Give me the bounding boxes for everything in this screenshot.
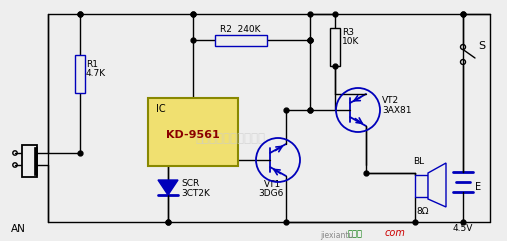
Text: 3CT2K: 3CT2K xyxy=(181,189,210,198)
Text: R1: R1 xyxy=(86,60,98,69)
Text: 接线图: 接线图 xyxy=(347,229,363,238)
Text: 8Ω: 8Ω xyxy=(416,207,428,216)
Text: 4.7K: 4.7K xyxy=(86,69,106,78)
FancyBboxPatch shape xyxy=(22,145,37,177)
Text: 3DG6: 3DG6 xyxy=(258,189,283,198)
FancyBboxPatch shape xyxy=(34,147,37,175)
Text: KD-9561: KD-9561 xyxy=(166,130,220,140)
FancyBboxPatch shape xyxy=(148,98,238,166)
Text: R3: R3 xyxy=(342,28,354,37)
Text: 4.5V: 4.5V xyxy=(453,224,474,233)
Text: com: com xyxy=(385,228,406,238)
Text: AN: AN xyxy=(11,224,25,234)
FancyBboxPatch shape xyxy=(75,55,85,93)
Text: VT2: VT2 xyxy=(382,96,399,105)
Text: IC: IC xyxy=(156,104,166,114)
Text: VT1: VT1 xyxy=(264,180,281,189)
Text: jiexiantu: jiexiantu xyxy=(320,231,353,240)
Text: BL: BL xyxy=(413,157,424,166)
Text: E: E xyxy=(475,182,481,192)
Text: SCR: SCR xyxy=(181,179,199,188)
Polygon shape xyxy=(158,180,178,195)
Text: R2  240K: R2 240K xyxy=(220,25,261,34)
FancyBboxPatch shape xyxy=(415,175,428,197)
FancyBboxPatch shape xyxy=(215,35,267,46)
Text: 3AX81: 3AX81 xyxy=(382,106,412,115)
FancyBboxPatch shape xyxy=(330,28,340,66)
Text: 杭州将睿科技有限公司: 杭州将睿科技有限公司 xyxy=(195,132,265,145)
Text: 10K: 10K xyxy=(342,37,359,46)
Polygon shape xyxy=(428,163,446,207)
Text: S: S xyxy=(478,41,485,51)
